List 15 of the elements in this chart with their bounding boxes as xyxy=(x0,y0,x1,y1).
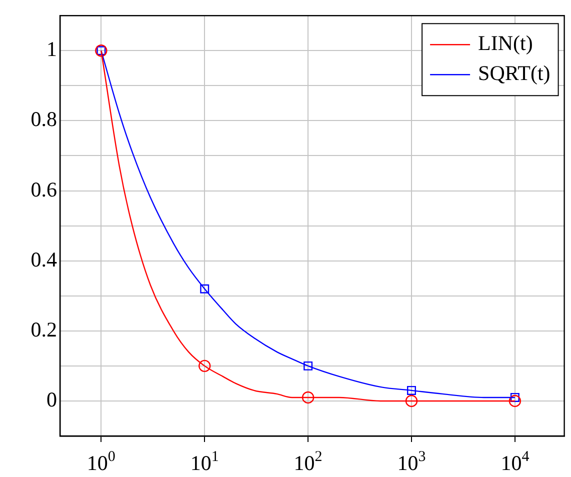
point xyxy=(302,391,314,404)
point xyxy=(200,284,210,294)
legend-label: LIN(t) xyxy=(478,31,533,56)
point xyxy=(407,386,416,395)
legend-label: SQRT(t) xyxy=(478,61,550,86)
y-tick-label: 0 xyxy=(46,387,57,412)
point xyxy=(405,394,418,408)
y-tick-label: 0.4 xyxy=(30,247,58,272)
y-tick-label: 0.2 xyxy=(30,317,57,342)
y-tick-label: 1 xyxy=(46,37,57,62)
point xyxy=(508,394,522,408)
point xyxy=(304,361,313,370)
point xyxy=(198,360,211,372)
y-tick-label: 0.6 xyxy=(30,177,57,202)
y-tick-label: 0.8 xyxy=(30,107,57,132)
